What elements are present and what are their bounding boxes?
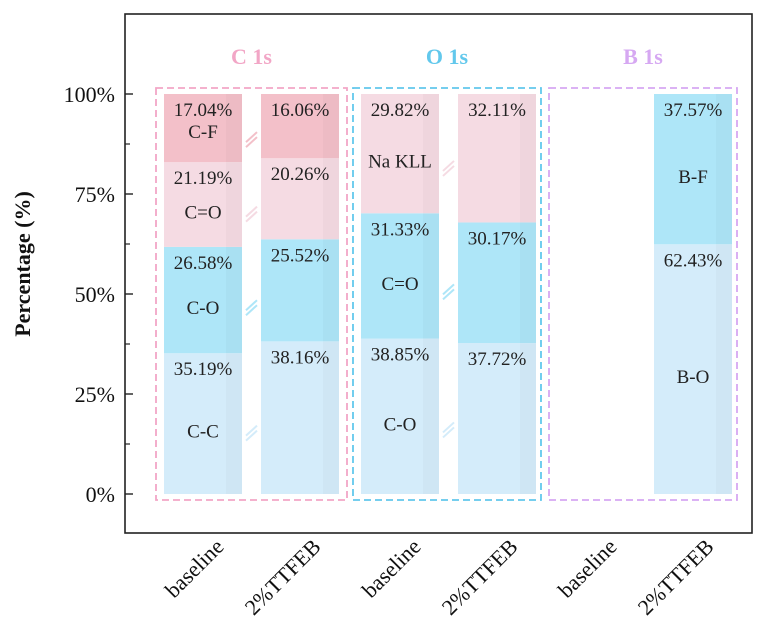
connector-stripe bbox=[442, 160, 455, 172]
segment-value-label: 35.19% bbox=[174, 359, 233, 380]
segment-value-label: 62.43% bbox=[664, 250, 723, 271]
x-category-label: 2%TTFEB bbox=[437, 534, 523, 620]
y-tick-label: 25% bbox=[75, 382, 115, 407]
connector-stripe bbox=[245, 424, 258, 437]
segment-value-label: 30.17% bbox=[468, 228, 527, 249]
segment-value-label: 20.26% bbox=[271, 164, 330, 185]
connector-stripe bbox=[245, 131, 258, 143]
segment-name-label: C-O bbox=[187, 298, 220, 319]
bar-segment-shade bbox=[716, 244, 732, 494]
segment-name-label: C-F bbox=[188, 122, 218, 143]
bar-segment bbox=[164, 162, 242, 247]
segment-name-label: C-O bbox=[384, 414, 417, 435]
group-box bbox=[548, 87, 738, 501]
y-tick-label: 50% bbox=[75, 282, 115, 307]
x-category-label: baseline bbox=[553, 534, 622, 603]
connector-stripe bbox=[442, 288, 455, 301]
y-axis-title: Percentage (%) bbox=[10, 191, 35, 337]
y-tick-label: 100% bbox=[64, 82, 115, 107]
segment-value-label: 31.33% bbox=[371, 219, 430, 240]
connector-stripe bbox=[245, 210, 258, 223]
connector-stripe bbox=[442, 283, 455, 296]
segment-value-label: 29.82% bbox=[371, 100, 430, 121]
segment-name-label: C=O bbox=[381, 274, 418, 295]
group-box bbox=[155, 87, 348, 501]
connector-stripe bbox=[245, 136, 258, 148]
segment-value-label: 21.19% bbox=[174, 168, 233, 189]
y-tick-label: 75% bbox=[75, 182, 115, 207]
connector-stripe bbox=[442, 165, 455, 177]
segment-value-label: 38.16% bbox=[271, 347, 330, 368]
plot-frame bbox=[124, 13, 753, 534]
bar-segment bbox=[361, 338, 439, 494]
connector-stripe bbox=[245, 299, 258, 311]
connector-stripe bbox=[245, 304, 258, 316]
bar-segment bbox=[261, 158, 339, 240]
bar-segment bbox=[164, 94, 242, 163]
segment-value-label: 25.52% bbox=[271, 245, 330, 266]
segment-name-label: C=O bbox=[184, 203, 221, 224]
group-title: C 1s bbox=[231, 44, 272, 69]
bar-segment bbox=[361, 94, 439, 214]
segment-value-label: 26.58% bbox=[174, 253, 233, 274]
bar-segment bbox=[164, 246, 242, 354]
bar-segment bbox=[361, 213, 439, 339]
bar-segment bbox=[261, 341, 339, 494]
group-title: B 1s bbox=[623, 44, 663, 69]
segment-value-label: 16.06% bbox=[271, 100, 330, 121]
bar-segment bbox=[654, 94, 732, 245]
x-category-label: baseline bbox=[357, 534, 426, 603]
connector-stripe bbox=[245, 205, 258, 218]
x-category-label: baseline bbox=[160, 534, 229, 603]
segment-name-label: Na KLL bbox=[368, 152, 432, 173]
segment-value-label: 32.11% bbox=[468, 100, 526, 121]
segment-value-label: 38.85% bbox=[371, 345, 430, 366]
bar-segment bbox=[458, 222, 536, 344]
bar-segment bbox=[654, 244, 732, 494]
group-box bbox=[352, 87, 542, 501]
segment-name-label: B-F bbox=[678, 167, 708, 188]
bar-segment bbox=[458, 94, 536, 223]
segment-value-label: 37.57% bbox=[664, 100, 723, 121]
x-category-label: 2%TTFEB bbox=[240, 534, 326, 620]
connector-stripe bbox=[245, 429, 258, 442]
y-tick-label: 0% bbox=[86, 482, 115, 507]
segment-name-label: B-O bbox=[677, 367, 710, 388]
bar-segment bbox=[261, 239, 339, 342]
segment-value-label: 37.72% bbox=[468, 349, 527, 370]
x-category-label: 2%TTFEB bbox=[633, 534, 719, 620]
segment-value-label: 17.04% bbox=[174, 100, 233, 121]
connector-stripe bbox=[442, 426, 455, 439]
group-title: O 1s bbox=[426, 44, 469, 69]
bar-segment bbox=[458, 343, 536, 494]
segment-name-label: C-C bbox=[187, 422, 219, 443]
bar-segment bbox=[164, 353, 242, 494]
connector-stripe bbox=[442, 421, 455, 434]
bar-segment bbox=[261, 94, 339, 159]
